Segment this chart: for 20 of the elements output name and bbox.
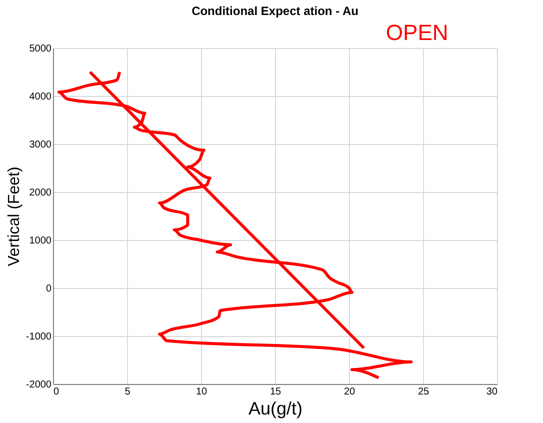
text: OPEN	[386, 20, 448, 45]
x-tick-label: 10	[196, 386, 208, 398]
y-tick-label: 2000	[29, 188, 52, 198]
line-series	[57, 70, 413, 380]
x-tick-label: 15	[270, 386, 282, 398]
x-tick-label: 5	[124, 386, 131, 398]
x-tick-label: 25	[418, 386, 430, 398]
y-axis-title: Vertical (Feet)	[6, 166, 23, 266]
y-tick-label: 0	[46, 284, 52, 294]
x-axis-title: Au(g/t)	[248, 398, 303, 418]
y-tick-label: 3000	[29, 140, 52, 150]
x-tick-label: 30	[486, 386, 498, 398]
y-tick-label: -1000	[26, 332, 52, 342]
x-tick-label: 0	[54, 386, 60, 398]
y-tick-label: 4000	[29, 92, 52, 102]
y-tick-label: -2000	[26, 380, 52, 390]
x-tick-label: 20	[344, 386, 356, 398]
y-tick-label: 1000	[29, 236, 52, 246]
y-tick-label: 5000	[29, 44, 52, 54]
chart-title: Conditional Expect ation - Au	[192, 4, 358, 18]
